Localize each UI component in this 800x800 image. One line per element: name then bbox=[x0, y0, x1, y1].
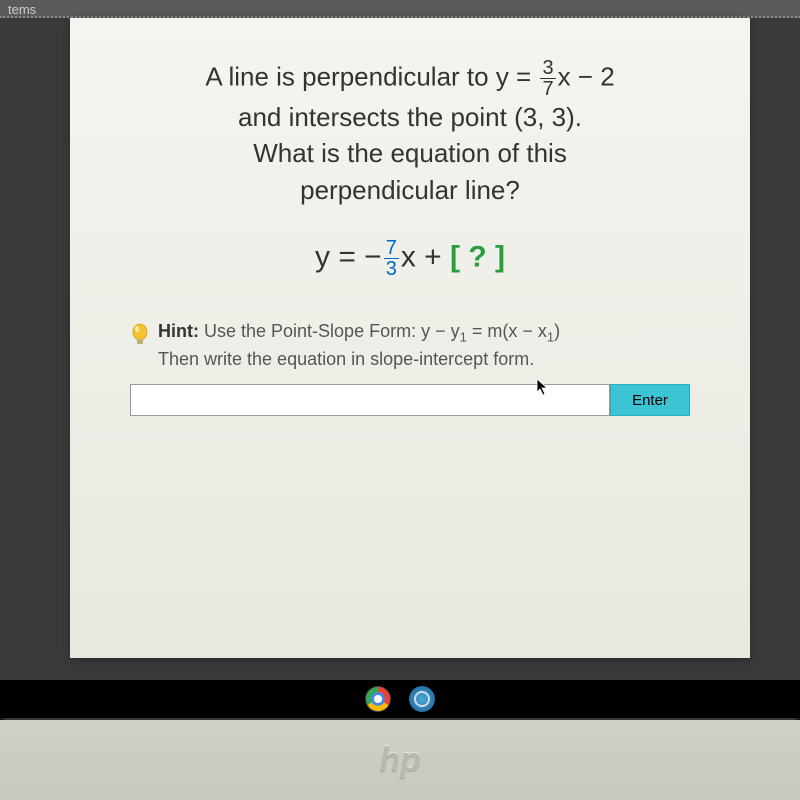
hint-l1b: = m(x − x bbox=[467, 321, 547, 341]
hint-l1c: ) bbox=[554, 321, 560, 341]
hp-logo: hp bbox=[379, 741, 421, 780]
hint-sub2: 1 bbox=[547, 330, 554, 345]
hint-l1: Use the Point-Slope Form: y − y bbox=[199, 321, 460, 341]
laptop-bezel: hp bbox=[0, 720, 800, 800]
hint-text: Hint: Use the Point-Slope Form: y − y1 =… bbox=[158, 319, 560, 372]
browser-tab-fragment: tems bbox=[0, 0, 800, 18]
q-line1-pre: A line is perpendicular to y = bbox=[205, 61, 538, 91]
answer-placeholder: [ ? ] bbox=[450, 241, 505, 274]
hint-row: Hint: Use the Point-Slope Form: y − y1 =… bbox=[130, 319, 690, 372]
equation-line: y = −73x + [ ? ] bbox=[130, 238, 690, 279]
answer-input[interactable] bbox=[130, 384, 610, 416]
q-line1-post: x − 2 bbox=[558, 61, 615, 91]
enter-button[interactable]: Enter bbox=[610, 384, 690, 416]
q-line4: perpendicular line? bbox=[300, 175, 520, 205]
problem-card: A line is perpendicular to y = 37x − 2 a… bbox=[70, 18, 750, 658]
fraction-3-7: 37 bbox=[540, 58, 555, 99]
screen: tems A line is perpendicular to y = 37x … bbox=[0, 0, 800, 720]
lightbulb-icon bbox=[130, 323, 150, 349]
taskbar bbox=[0, 680, 800, 718]
hint-label: Hint: bbox=[158, 321, 199, 341]
chrome-icon[interactable] bbox=[365, 686, 391, 712]
app-icon[interactable] bbox=[409, 686, 435, 712]
eq-pre: y = − bbox=[315, 241, 382, 274]
q-line3: What is the equation of this bbox=[253, 138, 567, 168]
hint-sub1: 1 bbox=[460, 330, 467, 345]
question-text: A line is perpendicular to y = 37x − 2 a… bbox=[130, 58, 690, 208]
fraction-7-3: 73 bbox=[384, 238, 399, 279]
answer-input-row: Enter bbox=[130, 384, 690, 416]
eq-mid: x + bbox=[401, 241, 450, 274]
hint-l2: Then write the equation in slope-interce… bbox=[158, 349, 534, 369]
tab-text: tems bbox=[8, 2, 36, 17]
q-line2: and intersects the point (3, 3). bbox=[238, 102, 582, 132]
